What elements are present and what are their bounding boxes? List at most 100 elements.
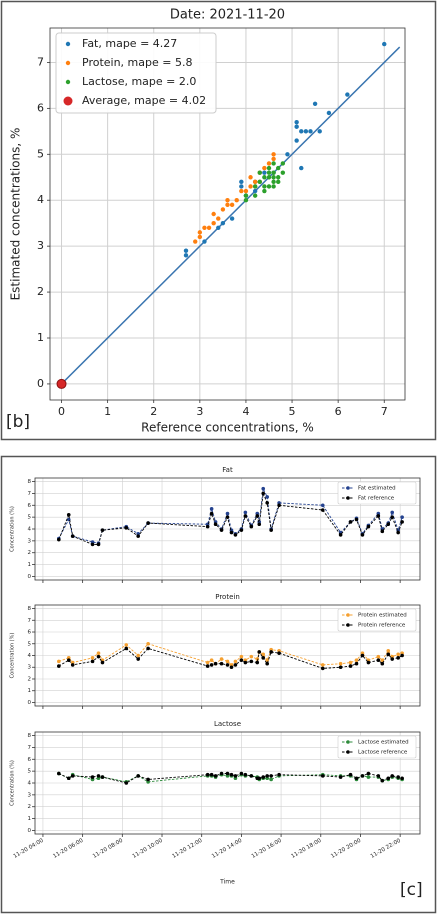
point	[243, 198, 249, 203]
point	[209, 658, 214, 662]
legend-label: Protein estimated	[358, 613, 407, 619]
point	[294, 124, 299, 129]
y-tick-label: 5	[28, 769, 32, 775]
point	[255, 514, 260, 518]
point	[124, 781, 129, 785]
y-tick-label: 4	[28, 527, 32, 533]
point	[320, 508, 325, 512]
x-tick-label: 6	[335, 405, 342, 418]
point	[266, 165, 272, 171]
y-tick-label: 2	[28, 550, 32, 556]
point	[57, 659, 61, 664]
point	[380, 658, 385, 662]
plot-frame	[34, 604, 421, 707]
y-axis-label: Concentration (%)	[10, 633, 16, 679]
point	[299, 129, 304, 134]
chart-title: Fat	[222, 466, 233, 474]
point	[285, 152, 290, 157]
y-tick-label: 6	[28, 503, 32, 509]
y-tick-label: 1	[28, 816, 32, 822]
point	[70, 663, 75, 667]
point	[225, 515, 230, 519]
y-tick-label: 6	[37, 101, 44, 114]
panel-label: [b]	[6, 412, 30, 432]
y-tick-label: 0	[28, 574, 32, 580]
point	[265, 661, 269, 666]
point	[271, 152, 276, 157]
point	[66, 512, 71, 517]
point	[252, 188, 258, 194]
y-tick-label: 3	[28, 792, 32, 798]
point	[277, 651, 281, 655]
point	[257, 522, 262, 527]
point	[271, 170, 276, 175]
point	[390, 774, 395, 778]
point	[136, 657, 140, 661]
y-axis-label: Concentration (%)	[10, 760, 16, 806]
point	[229, 202, 235, 208]
x-tick-label: 2	[150, 405, 157, 418]
y-tick-label: 2	[28, 676, 32, 682]
point	[213, 774, 218, 778]
point	[96, 654, 101, 659]
x-tick-label: 4	[242, 405, 249, 418]
point	[57, 537, 61, 542]
point	[400, 653, 404, 658]
x-axis-label: Time	[219, 879, 235, 886]
point	[239, 771, 244, 776]
x-tick-label: 0	[58, 405, 65, 418]
point	[257, 179, 262, 185]
point	[96, 774, 101, 778]
point	[396, 656, 400, 660]
point	[239, 528, 244, 532]
y-tick-label: 5	[37, 147, 44, 160]
point	[56, 378, 67, 389]
point	[269, 777, 273, 782]
point	[57, 664, 61, 668]
point	[386, 522, 391, 527]
point	[243, 660, 248, 665]
point	[400, 515, 404, 519]
point	[261, 486, 266, 491]
plot-frame	[49, 27, 406, 401]
legend-marker	[346, 486, 350, 490]
point	[219, 771, 224, 776]
legend-marker	[65, 41, 71, 47]
point	[348, 664, 353, 668]
point	[271, 184, 276, 189]
point	[216, 225, 221, 230]
point	[146, 646, 150, 651]
y-tick-label: 6	[28, 757, 32, 763]
point	[255, 660, 260, 665]
point	[229, 772, 234, 777]
point	[100, 528, 105, 532]
point	[257, 650, 262, 654]
point	[360, 533, 365, 537]
point	[338, 661, 343, 666]
point	[205, 660, 210, 665]
point	[390, 515, 395, 519]
point	[146, 521, 150, 525]
y-tick-label: 3	[28, 665, 32, 671]
y-tick-label: 4	[28, 653, 32, 659]
y-tick-label: 8	[28, 479, 32, 485]
point	[354, 661, 359, 666]
point	[366, 771, 371, 776]
point	[380, 661, 385, 666]
legend-box	[337, 735, 417, 759]
point	[396, 652, 400, 657]
point	[354, 517, 359, 522]
point	[202, 225, 207, 230]
point	[243, 188, 249, 194]
y-tick-label: 7	[37, 55, 44, 68]
point	[271, 179, 276, 185]
point	[299, 165, 304, 171]
point	[312, 101, 318, 106]
y-axis-label: Estimated concentrations, %	[9, 128, 23, 301]
point	[100, 660, 105, 665]
y-tick-label: 1	[28, 562, 32, 568]
y-tick-label: 0	[37, 377, 44, 390]
point	[266, 161, 272, 166]
point	[233, 533, 238, 537]
point	[211, 220, 216, 226]
